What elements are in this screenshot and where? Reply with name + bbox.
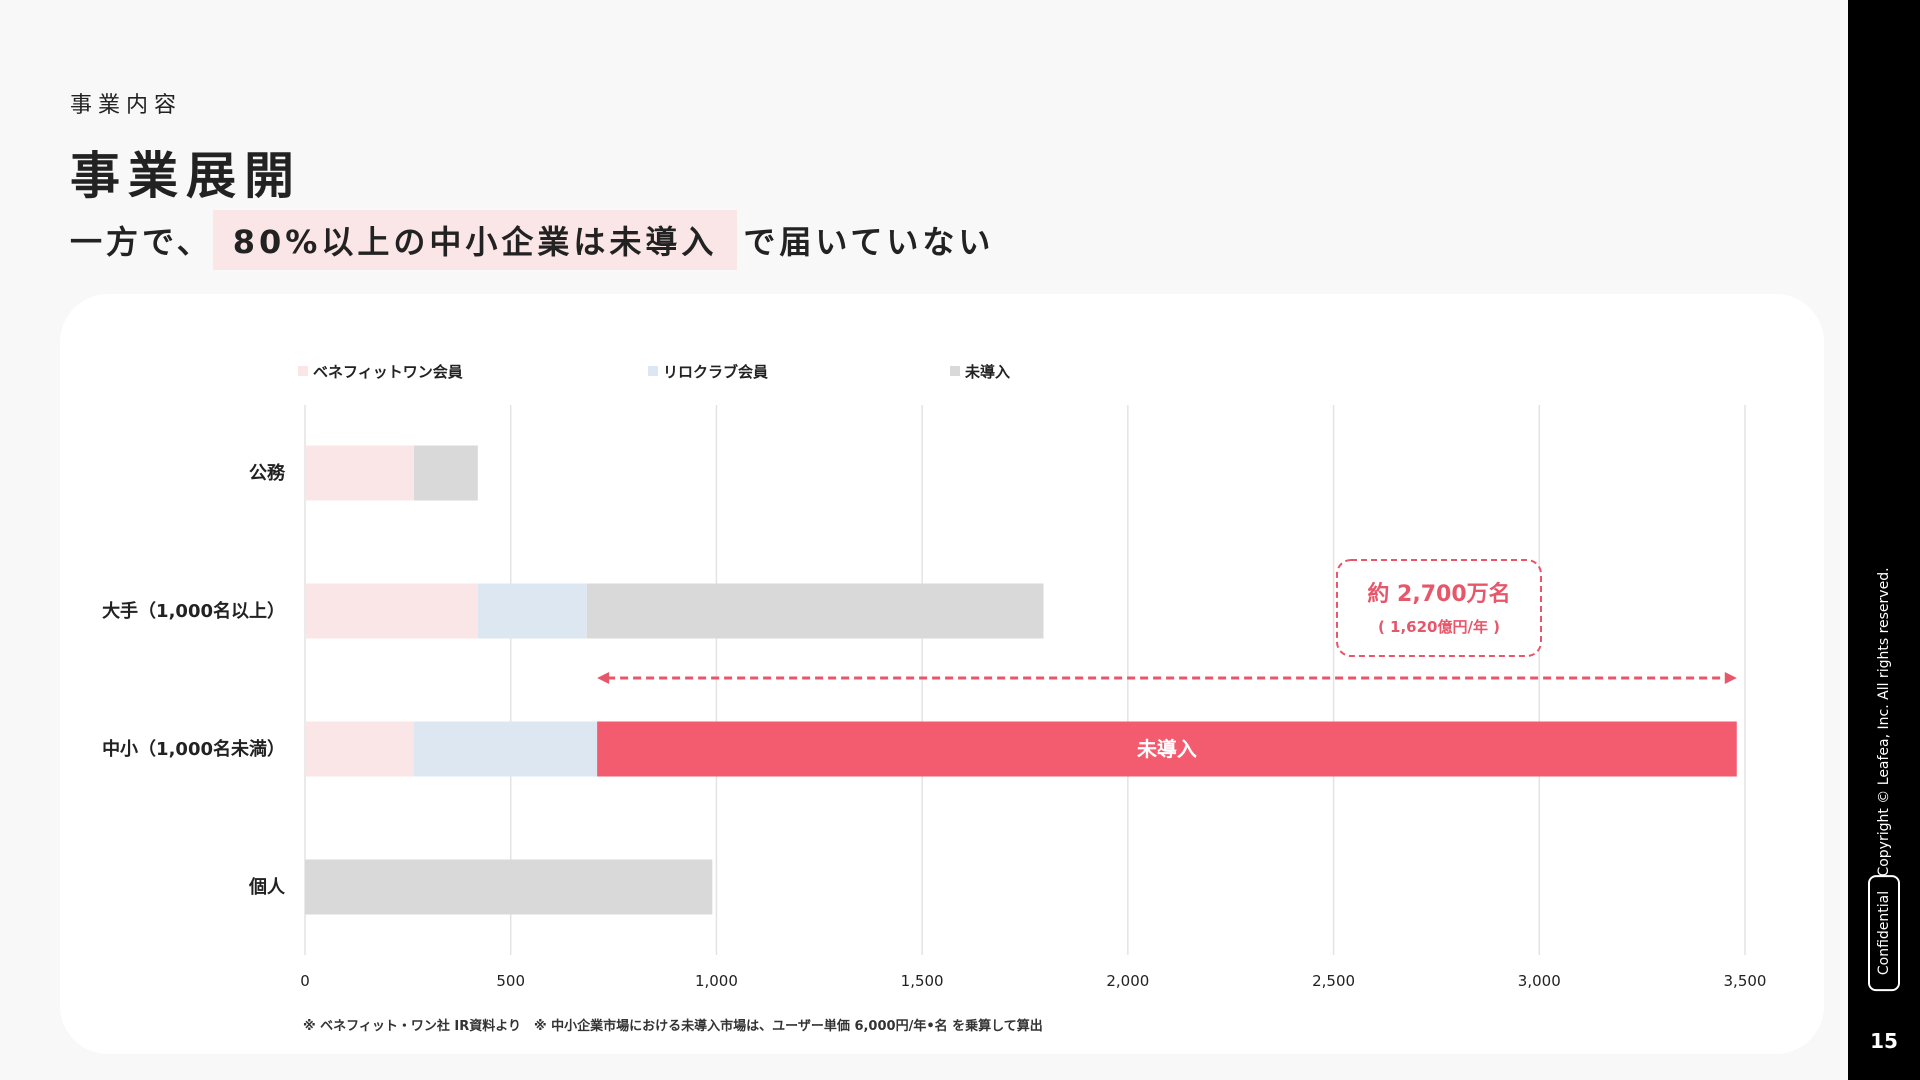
copyright-text: Copyright © Leafea, Inc. All rights rese… bbox=[1876, 567, 1892, 877]
annotation-main-text: 約 2,700万名 bbox=[1367, 581, 1510, 607]
section-eyebrow: 事業内容 bbox=[70, 93, 183, 118]
legend-label: 未導入 bbox=[964, 363, 1010, 381]
bar-segment bbox=[477, 583, 587, 639]
page-title: 事業展開 bbox=[70, 147, 302, 205]
legend-swatch bbox=[950, 366, 960, 376]
annotation-sub-text: ( 1,620億円/年 ) bbox=[1378, 618, 1500, 636]
highlight-bar-label: 未導入 bbox=[1137, 737, 1197, 761]
chart-card bbox=[60, 294, 1824, 1054]
page-number: 15 bbox=[1870, 1029, 1898, 1053]
annotation-box bbox=[1336, 559, 1542, 657]
category-label: 大手（1,000名以上） bbox=[102, 600, 285, 622]
chart-footnote: ※ ベネフィット・ワン社 IR資料より ※ 中小企業市場における未導入市場は、ユ… bbox=[303, 1018, 1043, 1034]
subtitle-prefix: 一方で、 bbox=[70, 223, 213, 261]
legend-swatch bbox=[298, 366, 308, 376]
subtitle-highlight: 80%以上の中小企業は未導入 bbox=[212, 210, 738, 270]
x-tick-label: 3,000 bbox=[1518, 972, 1561, 990]
bar-segment bbox=[597, 721, 1737, 777]
category-label: 個人 bbox=[248, 877, 286, 898]
confidential-badge: Confidential bbox=[1868, 874, 1900, 992]
x-tick-label: 3,500 bbox=[1724, 972, 1767, 990]
category-label: 中小（1,000名未満） bbox=[102, 738, 285, 760]
legend-label: リロクラブ会員 bbox=[663, 363, 768, 381]
x-tick-label: 1,500 bbox=[901, 972, 944, 990]
category-label: 公務 bbox=[249, 462, 286, 484]
bar-segment bbox=[305, 859, 713, 915]
x-tick-label: 0 bbox=[300, 972, 310, 990]
bar-segment bbox=[305, 583, 478, 639]
x-tick-label: 2,000 bbox=[1106, 972, 1149, 990]
x-tick-label: 500 bbox=[496, 972, 525, 990]
subtitle-suffix: で届いていない bbox=[743, 223, 995, 261]
legend-label: ベネフィットワン会員 bbox=[313, 363, 463, 381]
annotation-arrow-left-head bbox=[597, 672, 610, 684]
bar-segment bbox=[305, 721, 415, 777]
x-tick-label: 2,500 bbox=[1312, 972, 1355, 990]
annotation-arrow-right-head bbox=[1724, 672, 1737, 684]
bar-segment bbox=[305, 445, 415, 501]
page-subtitle: 一方で、 80%以上の中小企業は未導入 で届いていない bbox=[70, 210, 994, 270]
bar-segment bbox=[414, 445, 478, 501]
right-sidebar bbox=[1848, 0, 1920, 1080]
legend-swatch bbox=[648, 366, 658, 376]
x-tick-label: 1,000 bbox=[695, 972, 738, 990]
bar-segment bbox=[586, 583, 1044, 639]
bar-segment bbox=[414, 721, 598, 777]
